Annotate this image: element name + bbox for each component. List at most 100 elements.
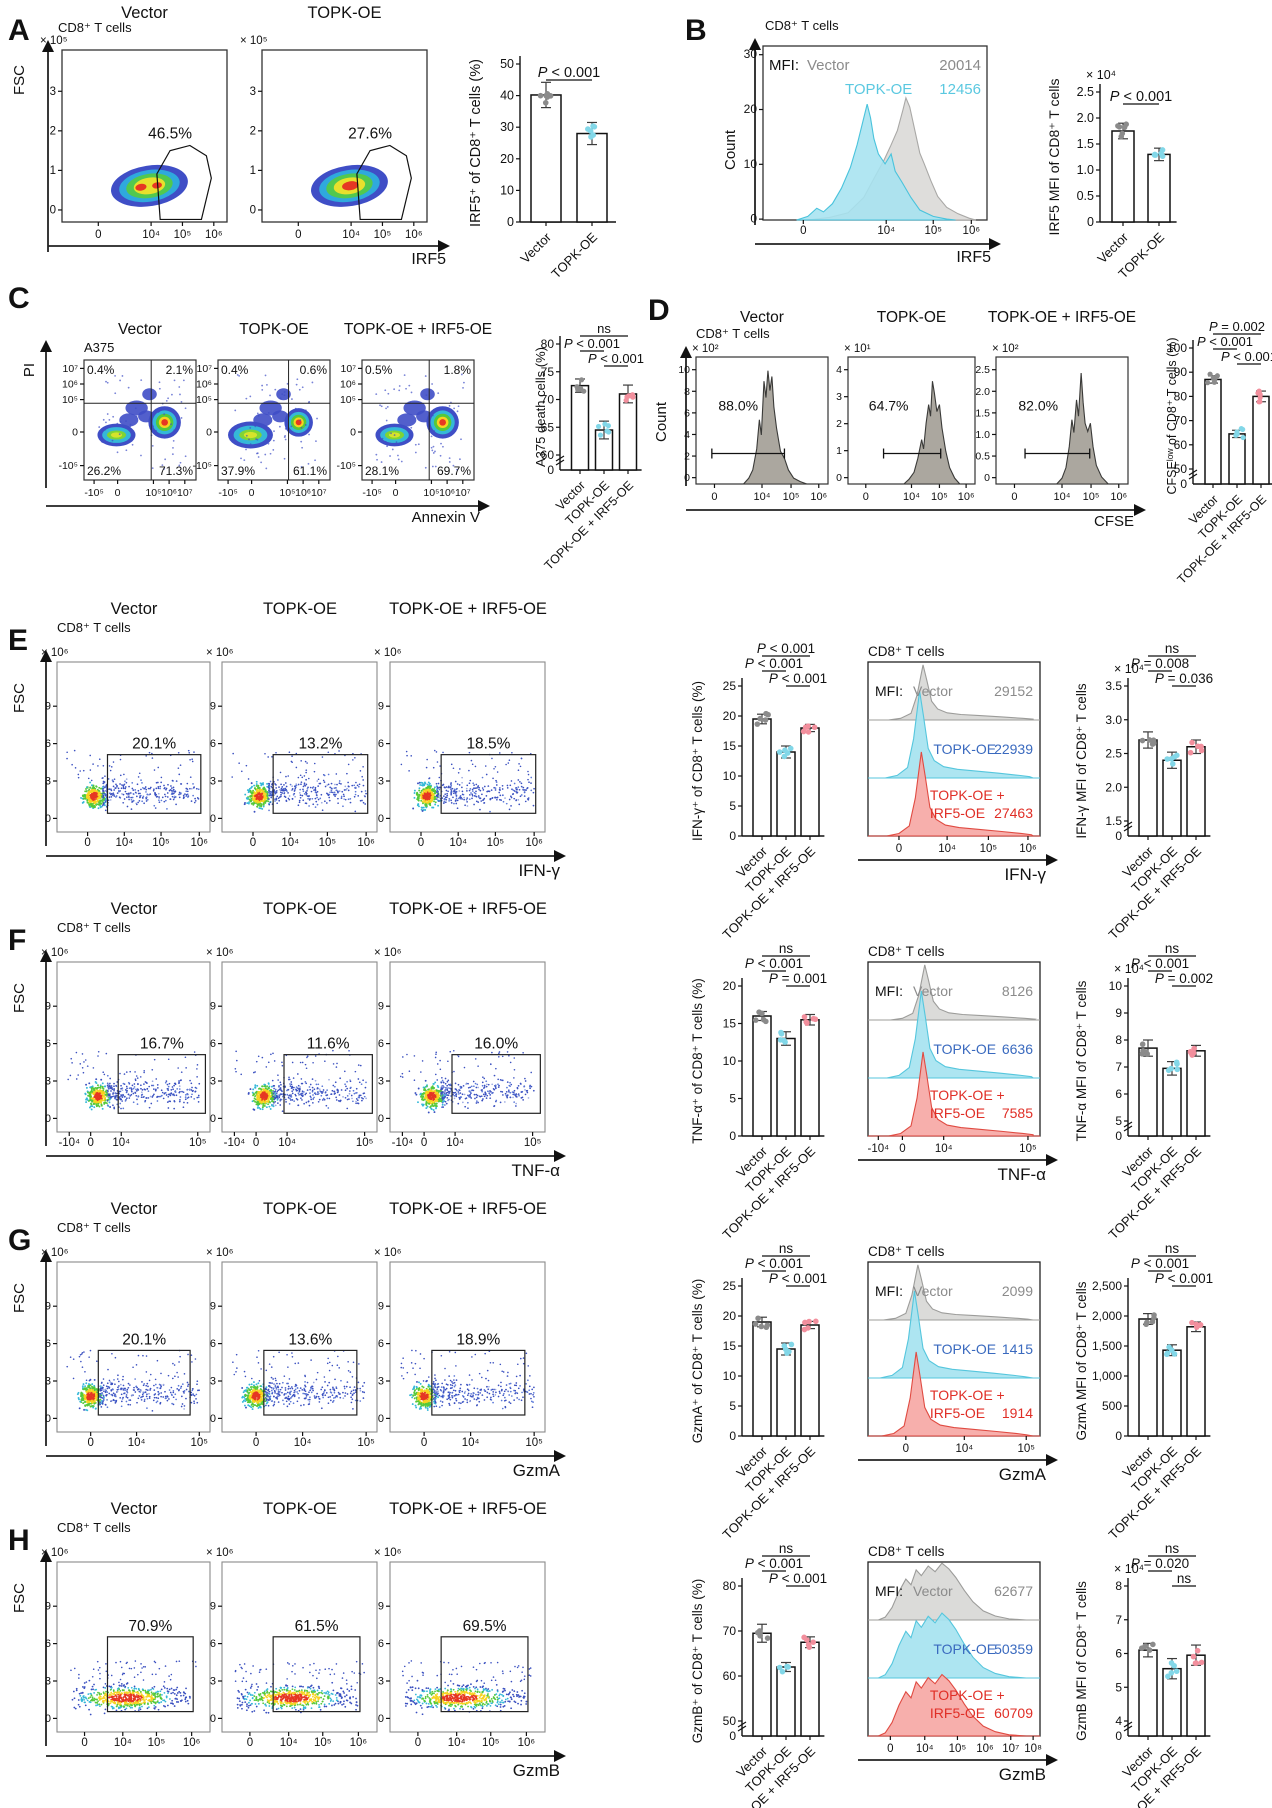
circle [483, 801, 486, 804]
circle [75, 1078, 78, 1080]
circle [350, 1094, 353, 1097]
circle [253, 1108, 256, 1111]
circle [459, 1092, 462, 1094]
circle [417, 1101, 419, 1104]
data-dot [1240, 426, 1246, 433]
circle [267, 1082, 270, 1085]
circle [513, 790, 516, 792]
circle [185, 793, 188, 796]
circle [261, 1108, 264, 1111]
circle [320, 801, 323, 804]
circle [316, 780, 319, 782]
y-tick-label: 3 [50, 86, 56, 98]
circle [491, 1083, 494, 1086]
circle [420, 789, 423, 792]
circle [303, 782, 306, 785]
circle [89, 781, 92, 784]
gate-percent: 13.2% [298, 736, 342, 753]
circle [434, 1081, 437, 1084]
circle [519, 765, 522, 768]
circle [90, 1097, 93, 1100]
ridge-box [867, 661, 1041, 837]
gate-percent: 16.0% [474, 1036, 518, 1053]
circle [450, 802, 453, 804]
circle [505, 802, 508, 805]
circle [309, 1088, 312, 1091]
axis-arrowhead [989, 238, 1001, 250]
circle [87, 792, 90, 795]
circle [106, 1099, 109, 1102]
data-dot [1152, 152, 1159, 158]
circle [113, 795, 116, 797]
circle [493, 1074, 496, 1077]
circle [514, 1094, 517, 1097]
circle [513, 1101, 516, 1103]
data-dot [801, 1014, 808, 1020]
circle [502, 1094, 504, 1096]
circle [278, 799, 281, 802]
circle [92, 763, 94, 765]
circle [107, 1090, 109, 1093]
circle [356, 1102, 359, 1105]
circle [139, 1076, 142, 1078]
circle [357, 1078, 360, 1080]
circle [139, 794, 142, 797]
circle [447, 786, 450, 789]
circle [475, 1086, 478, 1089]
circle [446, 794, 449, 797]
circle [520, 794, 523, 796]
circle [506, 1081, 509, 1083]
circle [255, 1091, 258, 1094]
circle [524, 1093, 527, 1096]
circle [250, 782, 253, 785]
circle [91, 1105, 94, 1108]
circle [468, 751, 471, 754]
circle [436, 1063, 439, 1065]
circle [524, 800, 527, 803]
circle [155, 781, 158, 784]
circle [71, 1062, 73, 1064]
circle [427, 1094, 430, 1097]
circle [264, 1101, 267, 1104]
circle [323, 781, 326, 784]
circle [143, 1070, 145, 1072]
y-tick-label: 0 [50, 204, 56, 216]
circle [440, 1081, 443, 1084]
circle [163, 793, 166, 796]
circle [97, 1055, 99, 1057]
circle [86, 801, 89, 804]
circle [527, 773, 530, 776]
circle [357, 795, 360, 797]
circle [89, 754, 91, 757]
bar-ytick-label: 80 [1174, 389, 1188, 403]
circle [179, 1079, 182, 1082]
circle [312, 786, 315, 788]
circle [107, 778, 110, 780]
circle [255, 780, 258, 783]
circle [113, 1089, 115, 1092]
x-tick-label: 10⁵ [423, 487, 439, 499]
circle [349, 801, 352, 804]
circle [170, 408, 173, 411]
circle [92, 1102, 95, 1105]
circle [334, 1081, 337, 1084]
circle [358, 1081, 361, 1084]
circle [457, 1102, 460, 1105]
y-scale-label: × 10² [692, 343, 719, 355]
circle [100, 1078, 103, 1081]
circle [269, 794, 272, 797]
circle [239, 424, 241, 427]
y-tick-label: 9 [210, 1001, 216, 1013]
circle [522, 1051, 524, 1054]
circle [98, 758, 101, 761]
circle [429, 1092, 432, 1094]
circle [448, 404, 451, 407]
circle [311, 1086, 314, 1089]
circle [99, 1095, 101, 1098]
circle [495, 1087, 497, 1090]
circle [353, 795, 356, 798]
circle [463, 1093, 466, 1096]
circle [86, 799, 89, 802]
circle [422, 802, 424, 805]
circle [350, 1086, 352, 1089]
